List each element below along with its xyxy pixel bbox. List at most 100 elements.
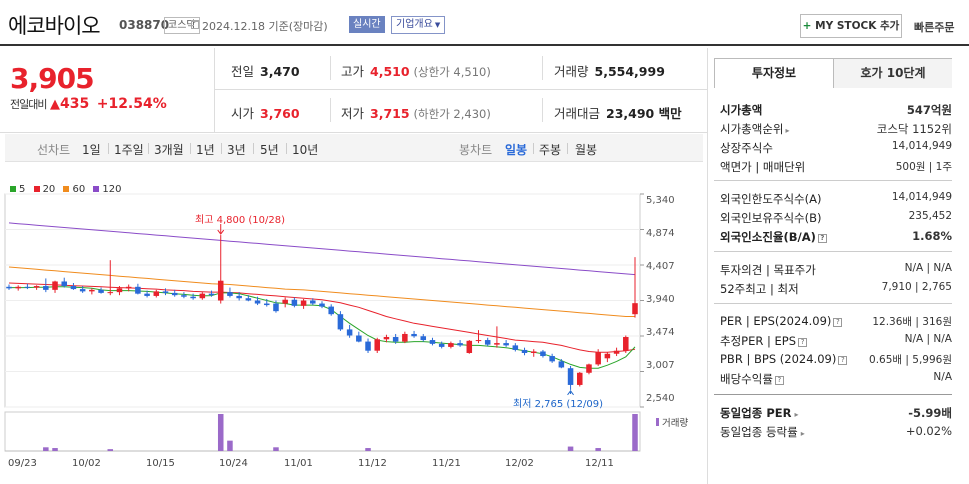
x-tick-label: 10/02	[72, 458, 101, 469]
divider	[330, 56, 331, 80]
chevron-down-icon: ▼	[434, 21, 441, 29]
quote-amount-value: 23,490 백만	[606, 106, 682, 121]
candle	[521, 349, 528, 353]
help-icon[interactable]: ?	[833, 318, 843, 327]
foreign-ratio-label: 외국인소진율(B/A)	[720, 230, 816, 244]
tab-investment-info[interactable]: 투자정보	[715, 59, 834, 88]
quote-prev: 전일 3,470	[231, 61, 300, 80]
tab-hoga-10[interactable]: 호가 10단계	[834, 59, 952, 88]
pbr-label: PBR | BPS (2024.09)	[720, 352, 837, 366]
est-per-value: N/A | N/A	[904, 333, 952, 345]
tab-3month[interactable]: 3개월	[154, 143, 184, 157]
volume-bar	[217, 414, 224, 451]
left-panel	[0, 48, 708, 484]
help-icon[interactable]: ?	[817, 234, 827, 243]
par-row: 액면가 | 매매단위 500원 | 1주	[720, 159, 952, 175]
legend-ma5: 5	[19, 184, 26, 195]
volume-swatch	[656, 418, 659, 426]
quote-amount-label: 거래대금	[554, 106, 601, 121]
candle	[135, 286, 141, 294]
candle	[466, 340, 473, 353]
x-tick-label: 11/01	[284, 458, 313, 469]
candle	[181, 295, 187, 297]
par-value: 500원 | 1주	[895, 161, 952, 173]
quick-order-link[interactable]: 빠른주문	[914, 21, 955, 34]
industry-per-label: 동일업종 PER	[720, 406, 792, 420]
pbr-row: PBR | BPS (2024.09)? 0.65배 | 5,996원	[720, 352, 952, 366]
x-tick-label: 12/02	[505, 458, 534, 469]
market-cap-label: 시가총액	[720, 103, 763, 117]
tab-1year[interactable]: 1년	[196, 143, 215, 157]
candle	[43, 286, 49, 290]
quote-low: 저가 3,715 (하한가 2,430)	[341, 103, 491, 122]
tab-daily[interactable]: 일봉	[505, 143, 528, 157]
plus-icon: +	[802, 20, 812, 32]
week52-row: 52주최고 | 최저 7,910 | 2,765	[720, 281, 952, 297]
tab-10year[interactable]: 10년	[292, 143, 319, 157]
y-tick-label: 5,340	[646, 195, 675, 206]
stock-name: 에코바이오	[8, 14, 101, 38]
add-my-stock-button[interactable]: + MY STOCK 추가	[800, 14, 902, 38]
company-overview-dropdown[interactable]: 기업개요 ▼	[391, 16, 446, 34]
ma20-line	[8, 282, 636, 353]
divider	[714, 180, 952, 181]
divider	[542, 56, 543, 80]
pbr-value: 0.65배 | 5,996원	[869, 354, 952, 366]
candle	[24, 286, 31, 288]
price-change: 전일대비 ▲435 +12.54%	[10, 96, 167, 112]
low-arrowhead	[567, 390, 574, 396]
divider	[221, 143, 222, 154]
tab-5year[interactable]: 5년	[260, 143, 279, 157]
candle	[171, 292, 178, 296]
candle	[356, 335, 362, 342]
divider	[108, 143, 109, 154]
per-value: 12.36배 | 316원	[872, 316, 952, 328]
candle	[199, 293, 206, 299]
help-icon[interactable]: ?	[774, 376, 784, 385]
candle	[310, 300, 316, 304]
ma-legend: 5 20 60 120	[10, 184, 122, 195]
quote-amount: 거래대금 23,490 백만	[554, 103, 682, 122]
dividend-row: 배당수익률? N/A	[720, 371, 952, 387]
legend-swatch-ma120	[93, 186, 100, 192]
divider	[148, 143, 149, 154]
candle	[420, 336, 427, 341]
foreign-hold-row: 외국인보유주식수(B) 235,452	[720, 210, 952, 226]
candle	[411, 333, 417, 337]
volume-bar	[43, 447, 49, 451]
tab-candle-chart[interactable]: 봉차트	[459, 143, 493, 157]
tab-1week[interactable]: 1주일	[114, 143, 144, 157]
candle	[402, 333, 408, 342]
dividend-label: 배당수익률	[720, 372, 773, 386]
divider	[0, 132, 708, 133]
help-icon[interactable]: ?	[838, 356, 848, 365]
candle	[595, 352, 601, 365]
quote-open-label: 시가	[231, 106, 255, 121]
industry-change-label: 동일업종 등락률	[720, 425, 798, 439]
y-tick-label: 3,007	[646, 360, 675, 371]
candle	[15, 286, 21, 289]
candlestick-chart[interactable]	[0, 0, 708, 484]
shares-row: 상장주식수 14,014,949	[720, 140, 952, 156]
tab-line-chart[interactable]: 선차트	[37, 143, 71, 157]
candle	[503, 343, 509, 346]
company-overview-label: 기업개요	[396, 19, 433, 30]
quote-high-limit: (상한가 4,510)	[413, 65, 491, 79]
tab-weekly[interactable]: 주봉	[539, 143, 562, 157]
ma120-line	[8, 222, 636, 276]
tab-1day[interactable]: 1일	[82, 143, 101, 157]
foreign-limit-label: 외국인한도주식수(A)	[720, 192, 822, 206]
volume-bar	[567, 446, 574, 451]
candle	[144, 293, 150, 296]
quote-prev-value: 3,470	[260, 64, 300, 79]
candle	[107, 292, 114, 294]
volume-label: 거래량	[656, 415, 688, 429]
realtime-button[interactable]: 실시간	[349, 16, 385, 33]
help-icon[interactable]: ?	[798, 338, 808, 347]
candle	[438, 343, 445, 347]
divider	[253, 143, 254, 154]
tab-3year[interactable]: 3년	[227, 143, 246, 157]
quote-volume: 거래량 5,554,999	[554, 61, 665, 80]
tab-monthly[interactable]: 월봉	[575, 143, 598, 157]
legend-swatch-ma5	[10, 186, 16, 192]
